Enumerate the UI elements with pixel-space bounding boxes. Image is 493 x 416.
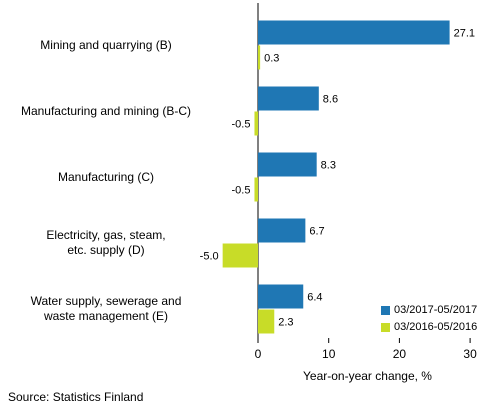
data-label-s2-c2: -0.5 [231, 119, 250, 131]
x-tick-label-20: 20 [393, 347, 407, 361]
category-label-line: etc. supply (D) [67, 243, 145, 257]
category-label: Manufacturing and mining (B-C) [4, 104, 208, 119]
x-axis-label: Year-on-year change, % [303, 369, 432, 383]
data-label-s2-c4: -5.0 [200, 251, 219, 263]
legend-item-series-1: 03/2017-05/2017 [381, 303, 477, 317]
x-tick-label-30: 30 [463, 347, 477, 361]
bar-s1-c1 [258, 20, 450, 45]
data-label-s1-c4: 6.7 [309, 226, 324, 238]
bar-s2-c2 [254, 111, 258, 136]
data-label-s1-c1: 27.1 [454, 28, 475, 40]
legend-swatch-series-2 [381, 322, 390, 332]
data-label-s1-c2: 8.6 [323, 94, 338, 106]
data-label-s1-c5: 6.4 [307, 292, 322, 304]
legend-label-series-2: 03/2016-05/2016 [394, 321, 478, 333]
category-label-line: Water supply, sewerage and [30, 294, 182, 308]
x-tick-label-0: 0 [255, 347, 262, 361]
source-note: Source: Statistics Finland [8, 390, 144, 404]
legend-swatch-series-1 [381, 305, 390, 315]
legend-label-series-1: 03/2017-05/2017 [394, 304, 478, 316]
category-label: Water supply, sewerage and waste manageme… [4, 294, 208, 324]
data-label-s1-c3: 8.3 [321, 160, 336, 172]
category-label-line: Mining and quarrying (B) [40, 37, 172, 52]
category-label-line: waste management (E) [43, 309, 169, 323]
data-label-s2-c5: 2.3 [278, 317, 293, 329]
data-label-s2-c3: -0.5 [231, 185, 250, 197]
x-tick-label-10: 10 [322, 347, 336, 361]
category-label: Electricity, gas, steam, etc. supply (D) [4, 228, 208, 258]
data-label-s2-c1: 0.3 [264, 53, 279, 65]
category-label: Manufacturing (C) [4, 170, 208, 185]
category-label-line: Electricity, gas, steam, [46, 228, 166, 242]
bar-s1-c3 [258, 152, 317, 177]
category-label: Mining and quarrying (B) [4, 38, 208, 53]
bar-s2-c1 [258, 45, 261, 70]
bar-s1-c2 [258, 86, 319, 111]
bar-s1-c5 [258, 284, 304, 309]
bar-s1-c4 [258, 218, 306, 243]
bar-s2-c4 [222, 243, 258, 268]
bar-s2-c3 [254, 177, 258, 202]
category-label-line: Manufacturing and mining (B-C) [20, 103, 192, 118]
legend: 03/2017-05/2017 03/2016-05/2016 [381, 303, 477, 337]
category-label-line: Manufacturing (C) [57, 169, 155, 184]
bar-s2-c5 [258, 309, 275, 334]
legend-item-series-2: 03/2016-05/2016 [381, 320, 477, 334]
